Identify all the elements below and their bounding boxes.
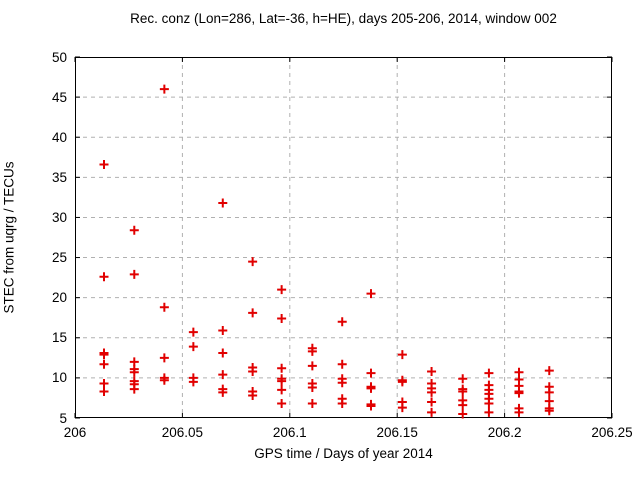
data-point-marker [458,409,468,419]
data-point-marker [277,399,287,409]
y-tick-label: 25 [51,250,67,266]
data-point-marker [159,375,169,385]
x-tick-label: 206.25 [591,425,633,440]
x-tick-label: 206.2 [487,425,522,440]
y-axis-label: STEC from uqrg / TECUs [1,161,17,314]
data-point-marker [397,403,407,413]
data-point-marker [277,385,287,395]
data-point-marker [484,407,494,417]
data-point-marker [188,377,198,387]
y-tick-label: 5 [59,410,67,426]
data-point-marker [307,399,317,409]
data-point-marker [129,225,139,235]
data-point-marker [544,406,554,416]
data-point-marker [99,159,109,169]
y-tick-label: 15 [51,330,67,346]
data-point-marker [307,346,317,356]
x-tick-label: 206 [63,425,87,440]
data-point-marker [248,391,258,401]
data-point-marker [129,384,139,394]
data-point-marker [427,387,437,397]
y-tick-label: 30 [51,209,67,225]
data-point-marker [397,377,407,387]
y-tick-label: 35 [51,169,67,185]
data-point-marker [458,387,468,397]
data-point-marker [218,198,228,208]
chart-title: Rec. conz (Lon=286, Lat=-36, h=HE), days… [130,11,557,26]
data-point-marker [248,308,258,318]
data-point-marker [159,84,169,94]
data-point-marker [544,387,554,397]
data-point-marker [218,370,228,380]
data-point-marker [514,388,524,398]
data-point-marker [307,383,317,393]
data-point-marker [99,359,109,369]
data-point-marker [397,350,407,360]
data-point-marker [218,387,228,397]
x-tick-label: 206.05 [161,425,204,440]
data-point-marker [277,314,287,324]
x-tick-label: 206.1 [272,425,307,440]
y-tick-label: 50 [51,49,67,65]
data-point-marker [427,407,437,417]
data-point-marker [458,400,468,410]
data-point-marker [277,376,287,386]
data-point-marker [484,399,494,409]
data-point-marker [188,342,198,352]
data-point-marker [307,361,317,371]
data-point-marker [159,302,169,312]
data-point-marker [427,366,437,376]
plot-border [75,57,612,418]
data-point-marker [337,399,347,409]
data-point-marker [337,317,347,327]
data-point-marker [366,368,376,378]
data-point-marker [544,366,554,376]
data-point-marker [366,401,376,411]
data-point-marker [188,327,198,337]
data-point-marker [218,326,228,336]
data-point-marker [337,359,347,369]
data-point-marker [366,289,376,299]
data-point-marker [248,366,258,376]
data-point-marker [99,379,109,389]
data-point-marker [427,397,437,407]
data-point-marker [129,367,139,377]
data-point-marker [366,383,376,393]
plot-area [74,56,613,419]
data-point-marker [99,387,109,397]
data-point-marker [99,272,109,282]
x-tick-label: 206.15 [376,425,418,440]
data-point-marker [248,257,258,267]
data-point-marker [277,285,287,295]
data-point-marker [218,348,228,358]
data-point-marker [99,350,109,360]
data-point-marker [484,368,494,378]
data-point-marker [458,374,468,384]
data-point-marker [129,269,139,279]
data-point-marker [514,407,524,417]
x-axis-label: GPS time / Days of year 2014 [254,446,433,461]
y-tick-label: 45 [51,89,67,105]
y-tick-label: 20 [51,290,67,306]
y-tick-label: 10 [51,370,67,386]
data-point-marker [159,353,169,363]
data-point-marker [337,378,347,388]
data-point-marker [277,363,287,373]
y-tick-label: 40 [51,129,67,145]
